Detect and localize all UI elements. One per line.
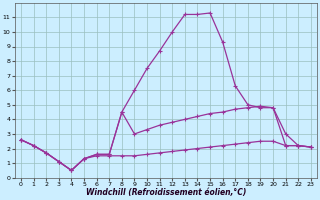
X-axis label: Windchill (Refroidissement éolien,°C): Windchill (Refroidissement éolien,°C): [86, 188, 246, 197]
